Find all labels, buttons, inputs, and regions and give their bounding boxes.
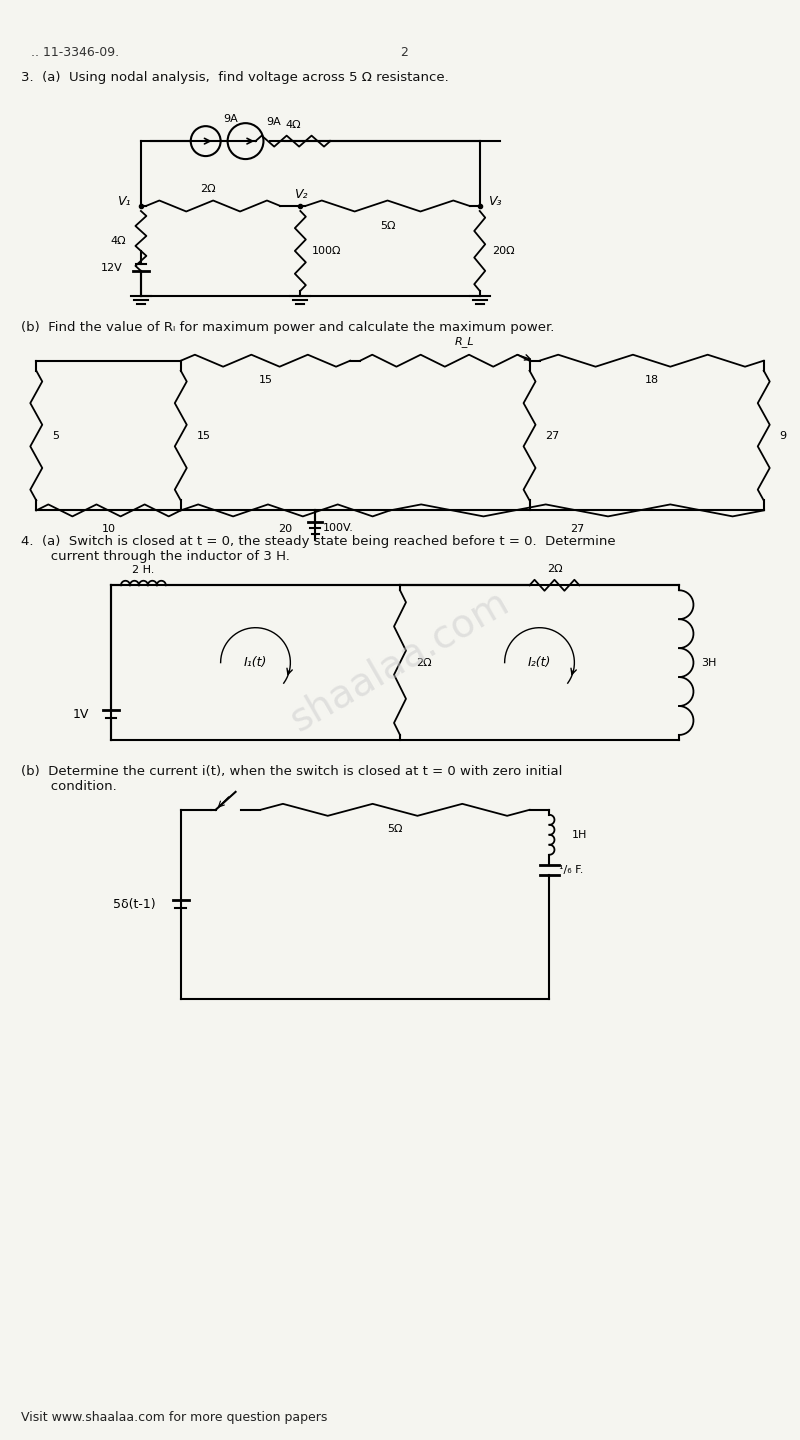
Text: shaalaa.com: shaalaa.com <box>284 582 516 739</box>
Text: 1V: 1V <box>73 707 89 720</box>
Text: 3H: 3H <box>701 658 716 668</box>
Text: 4Ω: 4Ω <box>285 120 301 130</box>
Text: ¹/₆ F.: ¹/₆ F. <box>559 864 584 874</box>
Text: 5δ(t-1): 5δ(t-1) <box>114 899 156 912</box>
Text: 2Ω: 2Ω <box>416 658 431 668</box>
Text: 3.  (a)  Using nodal analysis,  find voltage across 5 Ω resistance.: 3. (a) Using nodal analysis, find voltag… <box>22 71 449 85</box>
Text: 2: 2 <box>400 46 408 59</box>
Text: 18: 18 <box>645 374 658 384</box>
Text: 4Ω: 4Ω <box>110 236 126 246</box>
Text: 4.  (a)  Switch is closed at t = 0, the steady state being reached before t = 0.: 4. (a) Switch is closed at t = 0, the st… <box>22 536 616 563</box>
Text: I₂(t): I₂(t) <box>528 657 551 670</box>
Text: 9A: 9A <box>224 114 238 124</box>
Text: I₁(t): I₁(t) <box>244 657 267 670</box>
Text: 15: 15 <box>197 431 210 441</box>
Text: 100V.: 100V. <box>323 523 354 533</box>
Text: (b)  Determine the current i(t), when the switch is closed at t = 0 with zero in: (b) Determine the current i(t), when the… <box>22 765 562 793</box>
Text: 100Ω: 100Ω <box>312 246 342 256</box>
Text: 12V: 12V <box>102 264 123 272</box>
Text: 20: 20 <box>278 524 293 534</box>
Text: V₁: V₁ <box>118 194 131 207</box>
Text: 9A: 9A <box>266 117 282 127</box>
Text: R_L: R_L <box>455 336 474 347</box>
Text: 9: 9 <box>780 431 787 441</box>
Text: 27: 27 <box>546 431 560 441</box>
Text: V₂: V₂ <box>294 189 307 202</box>
Text: 10: 10 <box>102 524 115 534</box>
Text: 15: 15 <box>258 374 273 384</box>
Text: 2Ω: 2Ω <box>200 183 216 193</box>
Text: 5: 5 <box>52 431 59 441</box>
Text: .. 11-3346-09.: .. 11-3346-09. <box>31 46 119 59</box>
Text: V₃: V₃ <box>488 194 501 207</box>
Text: (b)  Find the value of Rₗ for maximum power and calculate the maximum power.: (b) Find the value of Rₗ for maximum pow… <box>22 321 554 334</box>
Text: 2 H.: 2 H. <box>132 564 154 575</box>
Text: 2Ω: 2Ω <box>546 564 562 573</box>
Text: 1H: 1H <box>571 829 586 840</box>
Text: 27: 27 <box>570 524 584 534</box>
Text: 20Ω: 20Ω <box>492 246 514 256</box>
Text: 5Ω: 5Ω <box>380 222 395 232</box>
Text: Visit www.shaalaa.com for more question papers: Visit www.shaalaa.com for more question … <box>22 1411 328 1424</box>
Text: 5Ω: 5Ω <box>387 824 402 834</box>
